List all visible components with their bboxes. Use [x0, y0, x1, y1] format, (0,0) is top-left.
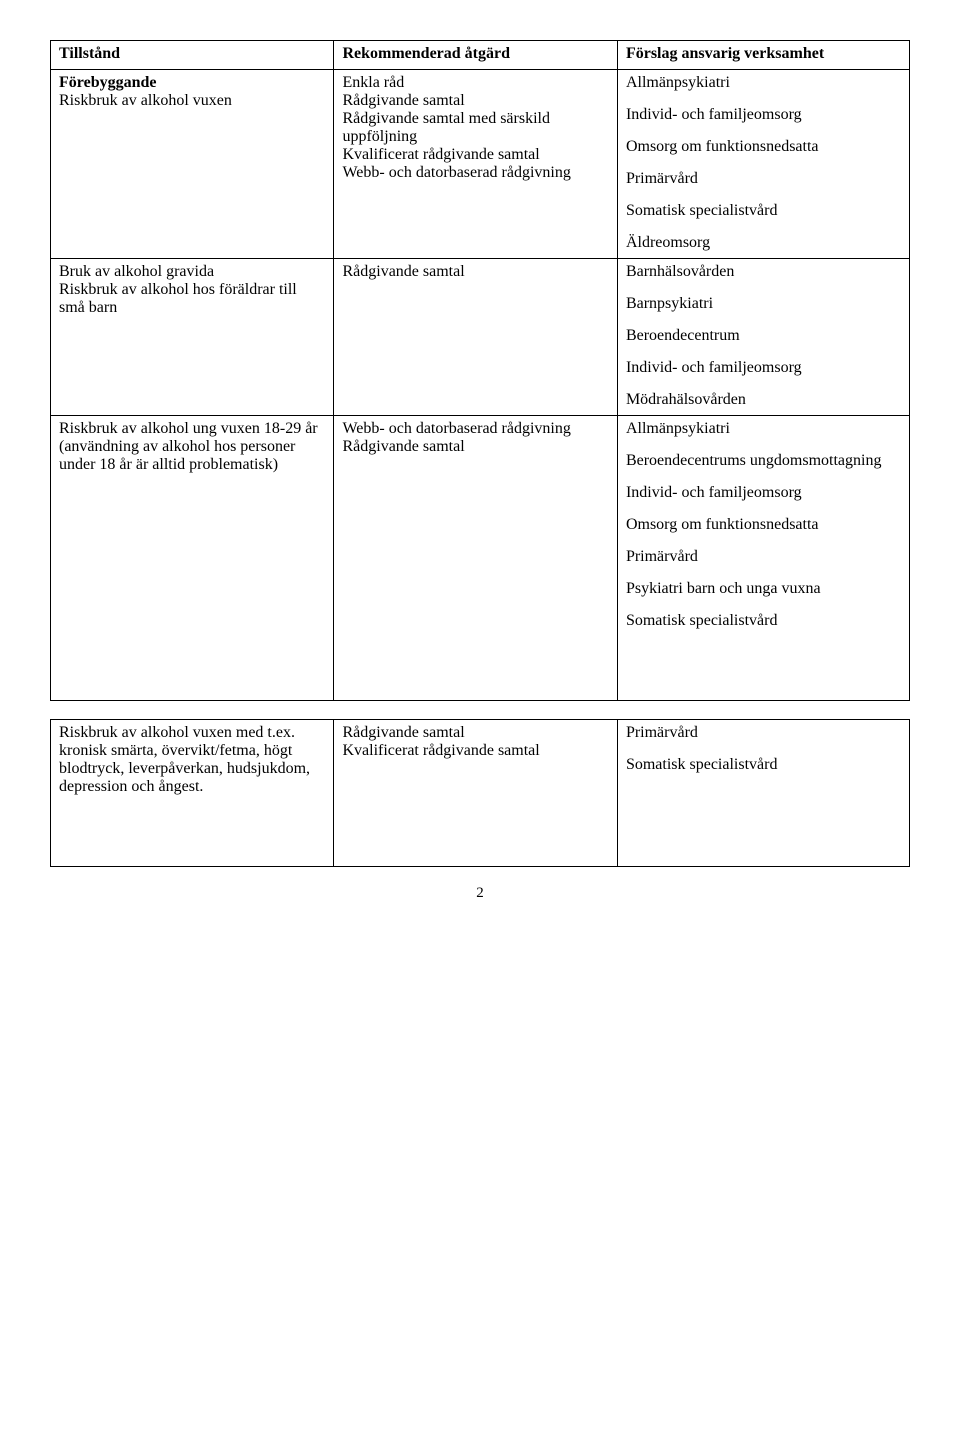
cell-text: Omsorg om funktionsnedsatta	[626, 516, 901, 534]
cell-text: Allmänpsykiatri	[626, 420, 901, 438]
cell-text: Äldreomsorg	[626, 234, 901, 252]
cell-text: Kvalificerat rådgivande samtal	[342, 742, 608, 760]
cell-text: Individ- och familjeomsorg	[626, 484, 901, 502]
cell-text: Barnhälsovården	[626, 263, 901, 281]
cell-text: Barnpsykiatri	[626, 295, 901, 313]
cell-text: Mödrahälsovården	[626, 391, 901, 409]
cell-text: Riskbruk av alkohol hos föräldrar till s…	[59, 281, 325, 317]
header-col3: Förslag ansvarig verksamhet	[617, 41, 909, 70]
cell-text: Webb- och datorbaserad rådgivning	[342, 164, 608, 182]
cell-text: Individ- och familjeomsorg	[626, 106, 901, 124]
main-table: Tillstånd Rekommenderad åtgärd Förslag a…	[50, 40, 910, 701]
cell-text: Rådgivande samtal	[342, 438, 608, 456]
cell-text: Riskbruk av alkohol vuxen	[59, 92, 325, 110]
cell-text: Somatisk specialistvård	[626, 756, 901, 774]
cell-text: Rådgivande samtal	[342, 92, 608, 110]
cell-text: Enkla råd	[342, 74, 608, 92]
cell-text: Primärvård	[626, 548, 901, 566]
cell-text: Allmänpsykiatri	[626, 74, 901, 92]
header-col2: Rekommenderad åtgärd	[334, 41, 617, 70]
cell-text: Kvalificerat rådgivande samtal	[342, 146, 608, 164]
row-title: Förebyggande	[59, 74, 325, 92]
cell-text: Primärvård	[626, 170, 901, 188]
cell-text: Rådgivande samtal	[342, 724, 608, 742]
table-row: Riskbruk av alkohol vuxen med t.ex. kron…	[51, 720, 910, 867]
header-row: Tillstånd Rekommenderad åtgärd Förslag a…	[51, 41, 910, 70]
cell-text: Beroendecentrums ungdomsmottagning	[626, 452, 901, 470]
cell-text: Beroendecentrum	[626, 327, 901, 345]
table-row: Riskbruk av alkohol ung vuxen 18-29 år (…	[51, 416, 910, 701]
page-number: 2	[50, 885, 910, 902]
cell-text: Individ- och familjeomsorg	[626, 359, 901, 377]
cell-text: Primärvård	[626, 724, 901, 742]
cell-text: Somatisk specialistvård	[626, 612, 901, 630]
second-table: Riskbruk av alkohol vuxen med t.ex. kron…	[50, 719, 910, 867]
cell-text: Rådgivande samtal med särskild uppföljni…	[342, 110, 608, 146]
cell-text: Somatisk specialistvård	[626, 202, 901, 220]
cell-text: Omsorg om funktionsnedsatta	[626, 138, 901, 156]
cell-text: Bruk av alkohol gravida	[59, 263, 325, 281]
cell-text: Webb- och datorbaserad rådgivning	[342, 420, 608, 438]
header-col1: Tillstånd	[51, 41, 334, 70]
cell-text: Rådgivande samtal	[342, 263, 608, 281]
table-row: Bruk av alkohol gravida Riskbruk av alko…	[51, 259, 910, 416]
cell-text: Psykiatri barn och unga vuxna	[626, 580, 901, 598]
cell-text: Riskbruk av alkohol ung vuxen 18-29 år (…	[59, 420, 325, 474]
cell-text: Riskbruk av alkohol vuxen med t.ex. kron…	[59, 724, 325, 796]
